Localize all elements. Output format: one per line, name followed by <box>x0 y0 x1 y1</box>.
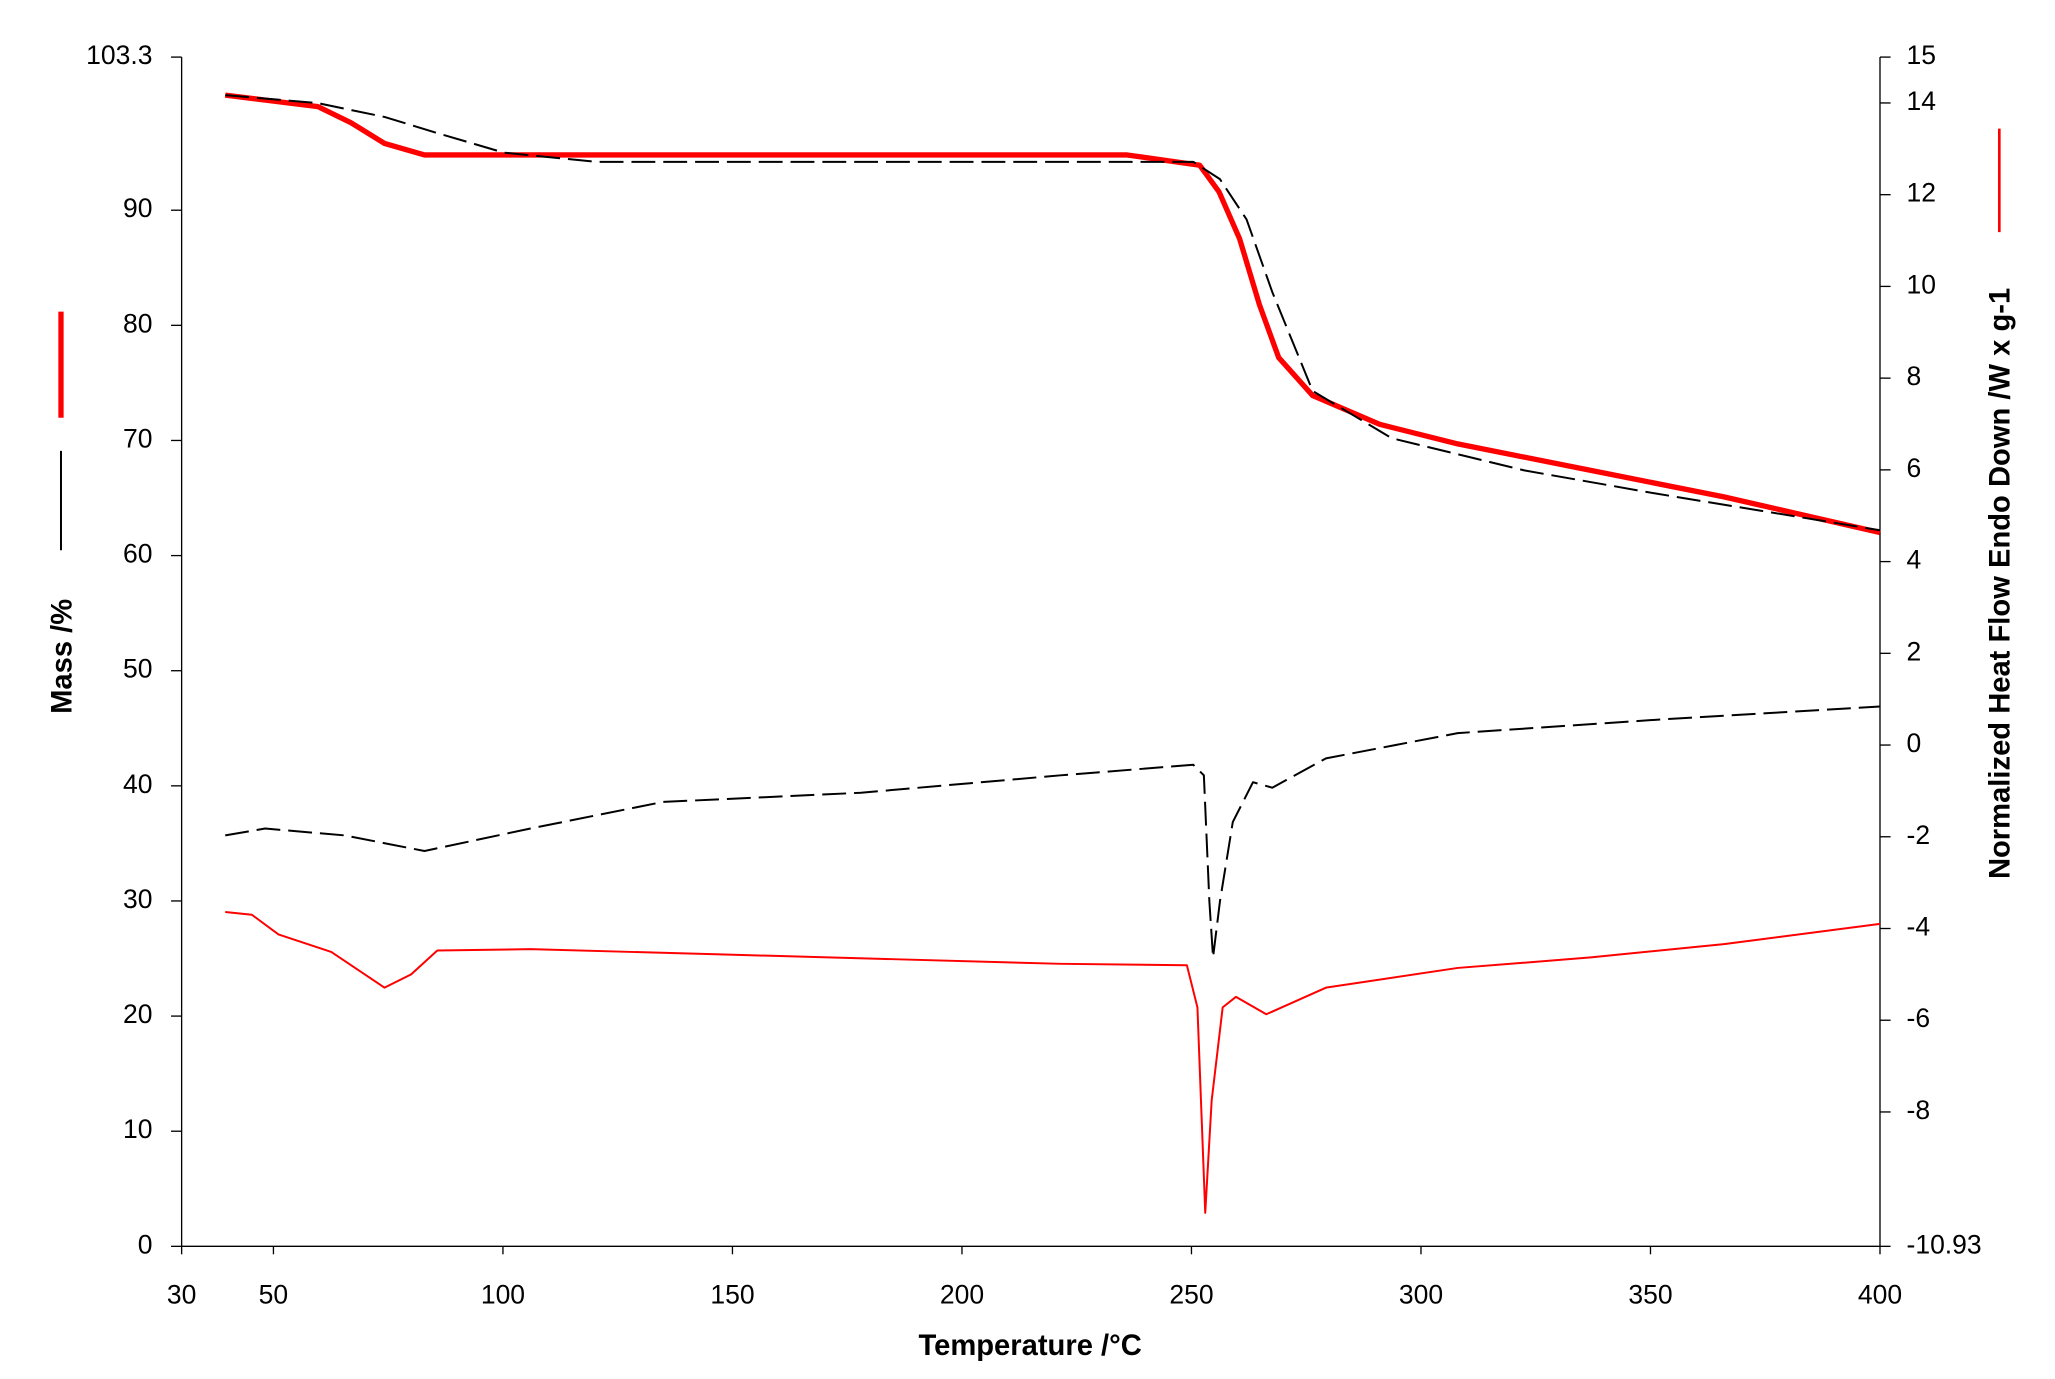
y2-tick-label: 0 <box>1907 728 1922 758</box>
y-tick-label: 40 <box>123 769 152 799</box>
y2-axis-title: Normalized Heat Flow Endo Down /W x g-1 <box>1985 288 2017 879</box>
y-tick-label: 10 <box>123 1114 152 1144</box>
y2-tick-label: -2 <box>1907 820 1931 850</box>
y2-tick-label: -6 <box>1907 1003 1931 1033</box>
x-tick-label: 400 <box>1858 1280 1902 1310</box>
y-tick-label: 60 <box>123 539 152 569</box>
series-line <box>224 92 1881 536</box>
y-tick-label: 70 <box>123 423 152 453</box>
y2-tick-label: 10 <box>1907 269 1936 299</box>
y-tick-label: 103.3 <box>86 40 152 70</box>
y2-tick-label: -10.93 <box>1907 1229 1982 1259</box>
y-axis-title: Mass /% <box>46 599 78 714</box>
y2-tick-label: 8 <box>1907 361 1922 391</box>
y-tick-label: 20 <box>123 999 152 1029</box>
y-tick-label: 0 <box>138 1229 153 1259</box>
series-line <box>225 94 1881 532</box>
y2-tick-label: -8 <box>1907 1095 1931 1125</box>
x-tick-label: 200 <box>940 1280 984 1310</box>
y2-tick-label: 15 <box>1907 40 1936 70</box>
x-tick-label: 50 <box>259 1280 288 1310</box>
x-tick-label: 150 <box>710 1280 754 1310</box>
x-axis-title: Temperature /°C <box>918 1330 1141 1362</box>
x-tick-label: 350 <box>1628 1280 1672 1310</box>
y-tick-label: 80 <box>123 308 152 338</box>
x-tick-label: 30 <box>167 1280 196 1310</box>
x-tick-label: 100 <box>481 1280 525 1310</box>
x-tick-label: 250 <box>1169 1280 1213 1310</box>
y-tick-label: 50 <box>123 654 152 684</box>
y-tick-label: 30 <box>123 884 152 914</box>
y2-tick-label: 6 <box>1907 453 1922 483</box>
series-line <box>225 705 1881 959</box>
y-tick-label: 90 <box>123 193 152 223</box>
y2-tick-label: 2 <box>1907 636 1922 666</box>
y2-tick-label: 14 <box>1907 86 1936 116</box>
y2-tick-label: 4 <box>1907 545 1922 575</box>
series-line <box>225 911 1881 1214</box>
y2-tick-label: 12 <box>1907 178 1936 208</box>
y2-tick-label: -4 <box>1907 912 1931 942</box>
x-tick-label: 300 <box>1399 1280 1443 1310</box>
